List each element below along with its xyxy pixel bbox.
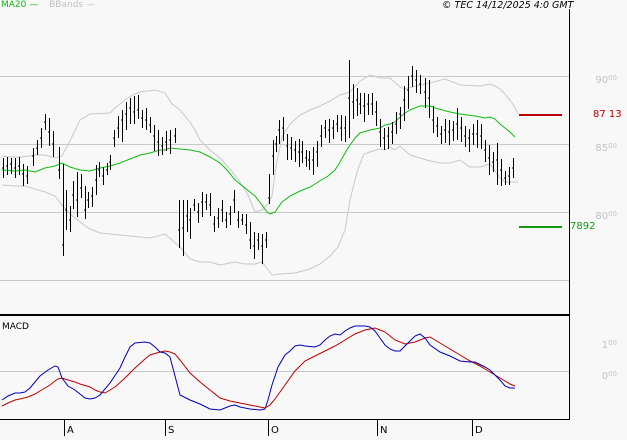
price-gridlines	[0, 76, 569, 281]
bbands-lines	[1, 74, 519, 276]
copyright-timestamp: © TEC 14/12/2025 4:0 GMT	[442, 0, 574, 11]
legend-bbands: BBands —	[49, 0, 95, 10]
price-bars	[2, 60, 514, 264]
month-label-oct: O	[271, 425, 279, 436]
legend-ma20-label: MA20	[1, 0, 27, 10]
month-label-dec: D	[475, 425, 483, 436]
legend-bbands-label: BBands	[49, 0, 84, 10]
legend-bbands-swatch: —	[85, 0, 95, 10]
month-label-aug: A	[67, 425, 74, 436]
resistance-label: 87 13	[593, 109, 622, 120]
month-label-nov: N	[380, 425, 388, 436]
month-label-sep: S	[168, 425, 175, 436]
month-ticks	[64, 420, 473, 436]
price-label-8000: 8000	[595, 210, 617, 222]
macd-label-0: 000	[601, 370, 617, 382]
legend-ma20: MA20 —	[1, 0, 41, 10]
support-label: 7892	[570, 221, 596, 232]
macd-line	[1, 325, 515, 411]
macd-panel-title: MACD	[2, 322, 29, 332]
macd-signal-line	[1, 327, 516, 409]
price-label-8500: 8500	[595, 142, 617, 154]
macd-label-1: 100	[601, 339, 617, 351]
chart-legend: MA20 — BBands —	[1, 0, 95, 11]
legend-ma20-swatch: —	[29, 0, 39, 10]
price-label-9000: 9000	[595, 74, 617, 86]
